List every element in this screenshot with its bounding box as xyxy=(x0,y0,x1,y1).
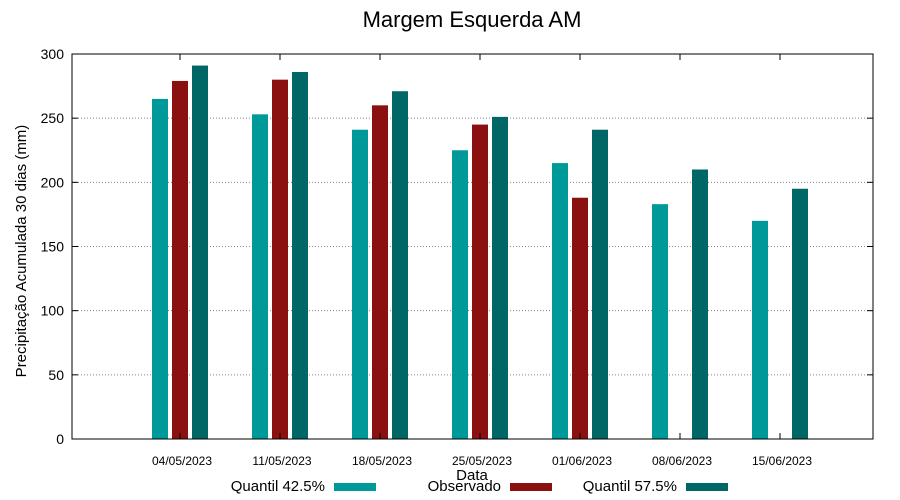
bar xyxy=(272,79,288,440)
y-tick-label: 0 xyxy=(56,431,64,447)
bar xyxy=(152,98,168,440)
x-tick-label: 25/05/2023 xyxy=(452,454,512,468)
bar xyxy=(372,105,388,439)
x-axis-label: Data xyxy=(456,467,488,484)
bar xyxy=(752,220,768,439)
bar xyxy=(292,71,308,439)
legend-label: Quantil 42.5% xyxy=(231,478,325,495)
chart-title: Margem Esquerda AM xyxy=(363,7,582,32)
bar xyxy=(352,129,368,439)
legend-label: Observado xyxy=(428,478,501,495)
y-tick-label: 250 xyxy=(41,110,65,126)
legend: Quantil 42.5% Observado Quantil 57.5% xyxy=(231,478,728,495)
y-tick-label: 200 xyxy=(41,174,65,190)
y-axis-label: Precipitação Acumulada 30 dias (mm) xyxy=(13,125,30,378)
bar xyxy=(792,188,808,439)
y-tick-label: 150 xyxy=(41,239,65,255)
bar xyxy=(192,65,208,440)
bar xyxy=(552,163,568,440)
legend-label: Quantil 57.5% xyxy=(583,478,677,495)
x-axis-ticks: 04/05/2023 11/05/2023 18/05/2023 25/05/2023… xyxy=(152,54,812,468)
bar xyxy=(592,129,608,439)
legend-swatch xyxy=(510,483,552,491)
y-tick-label: 100 xyxy=(41,303,65,319)
x-tick-label: 11/05/2023 xyxy=(252,454,311,468)
y-tick-label: 300 xyxy=(41,46,65,62)
bar xyxy=(492,116,508,439)
bar xyxy=(452,150,468,439)
bar xyxy=(572,197,588,439)
x-tick-label: 01/06/2023 xyxy=(552,454,612,468)
bar xyxy=(472,124,488,439)
bar xyxy=(392,91,408,439)
x-tick-label: 08/06/2023 xyxy=(652,454,712,468)
bar xyxy=(652,204,668,439)
y-tick-label: 50 xyxy=(48,367,64,383)
y-axis-ticks: 0 50 100 150 200 250 300 xyxy=(41,46,873,447)
legend-swatch xyxy=(334,483,376,491)
bar xyxy=(172,80,188,439)
legend-swatch xyxy=(686,483,728,491)
x-tick-label: 18/05/2023 xyxy=(352,454,412,468)
x-tick-label: 04/05/2023 xyxy=(152,454,212,468)
bar xyxy=(252,114,268,440)
bars xyxy=(152,65,808,440)
bar xyxy=(692,169,708,439)
x-tick-label: 15/06/2023 xyxy=(752,454,812,468)
